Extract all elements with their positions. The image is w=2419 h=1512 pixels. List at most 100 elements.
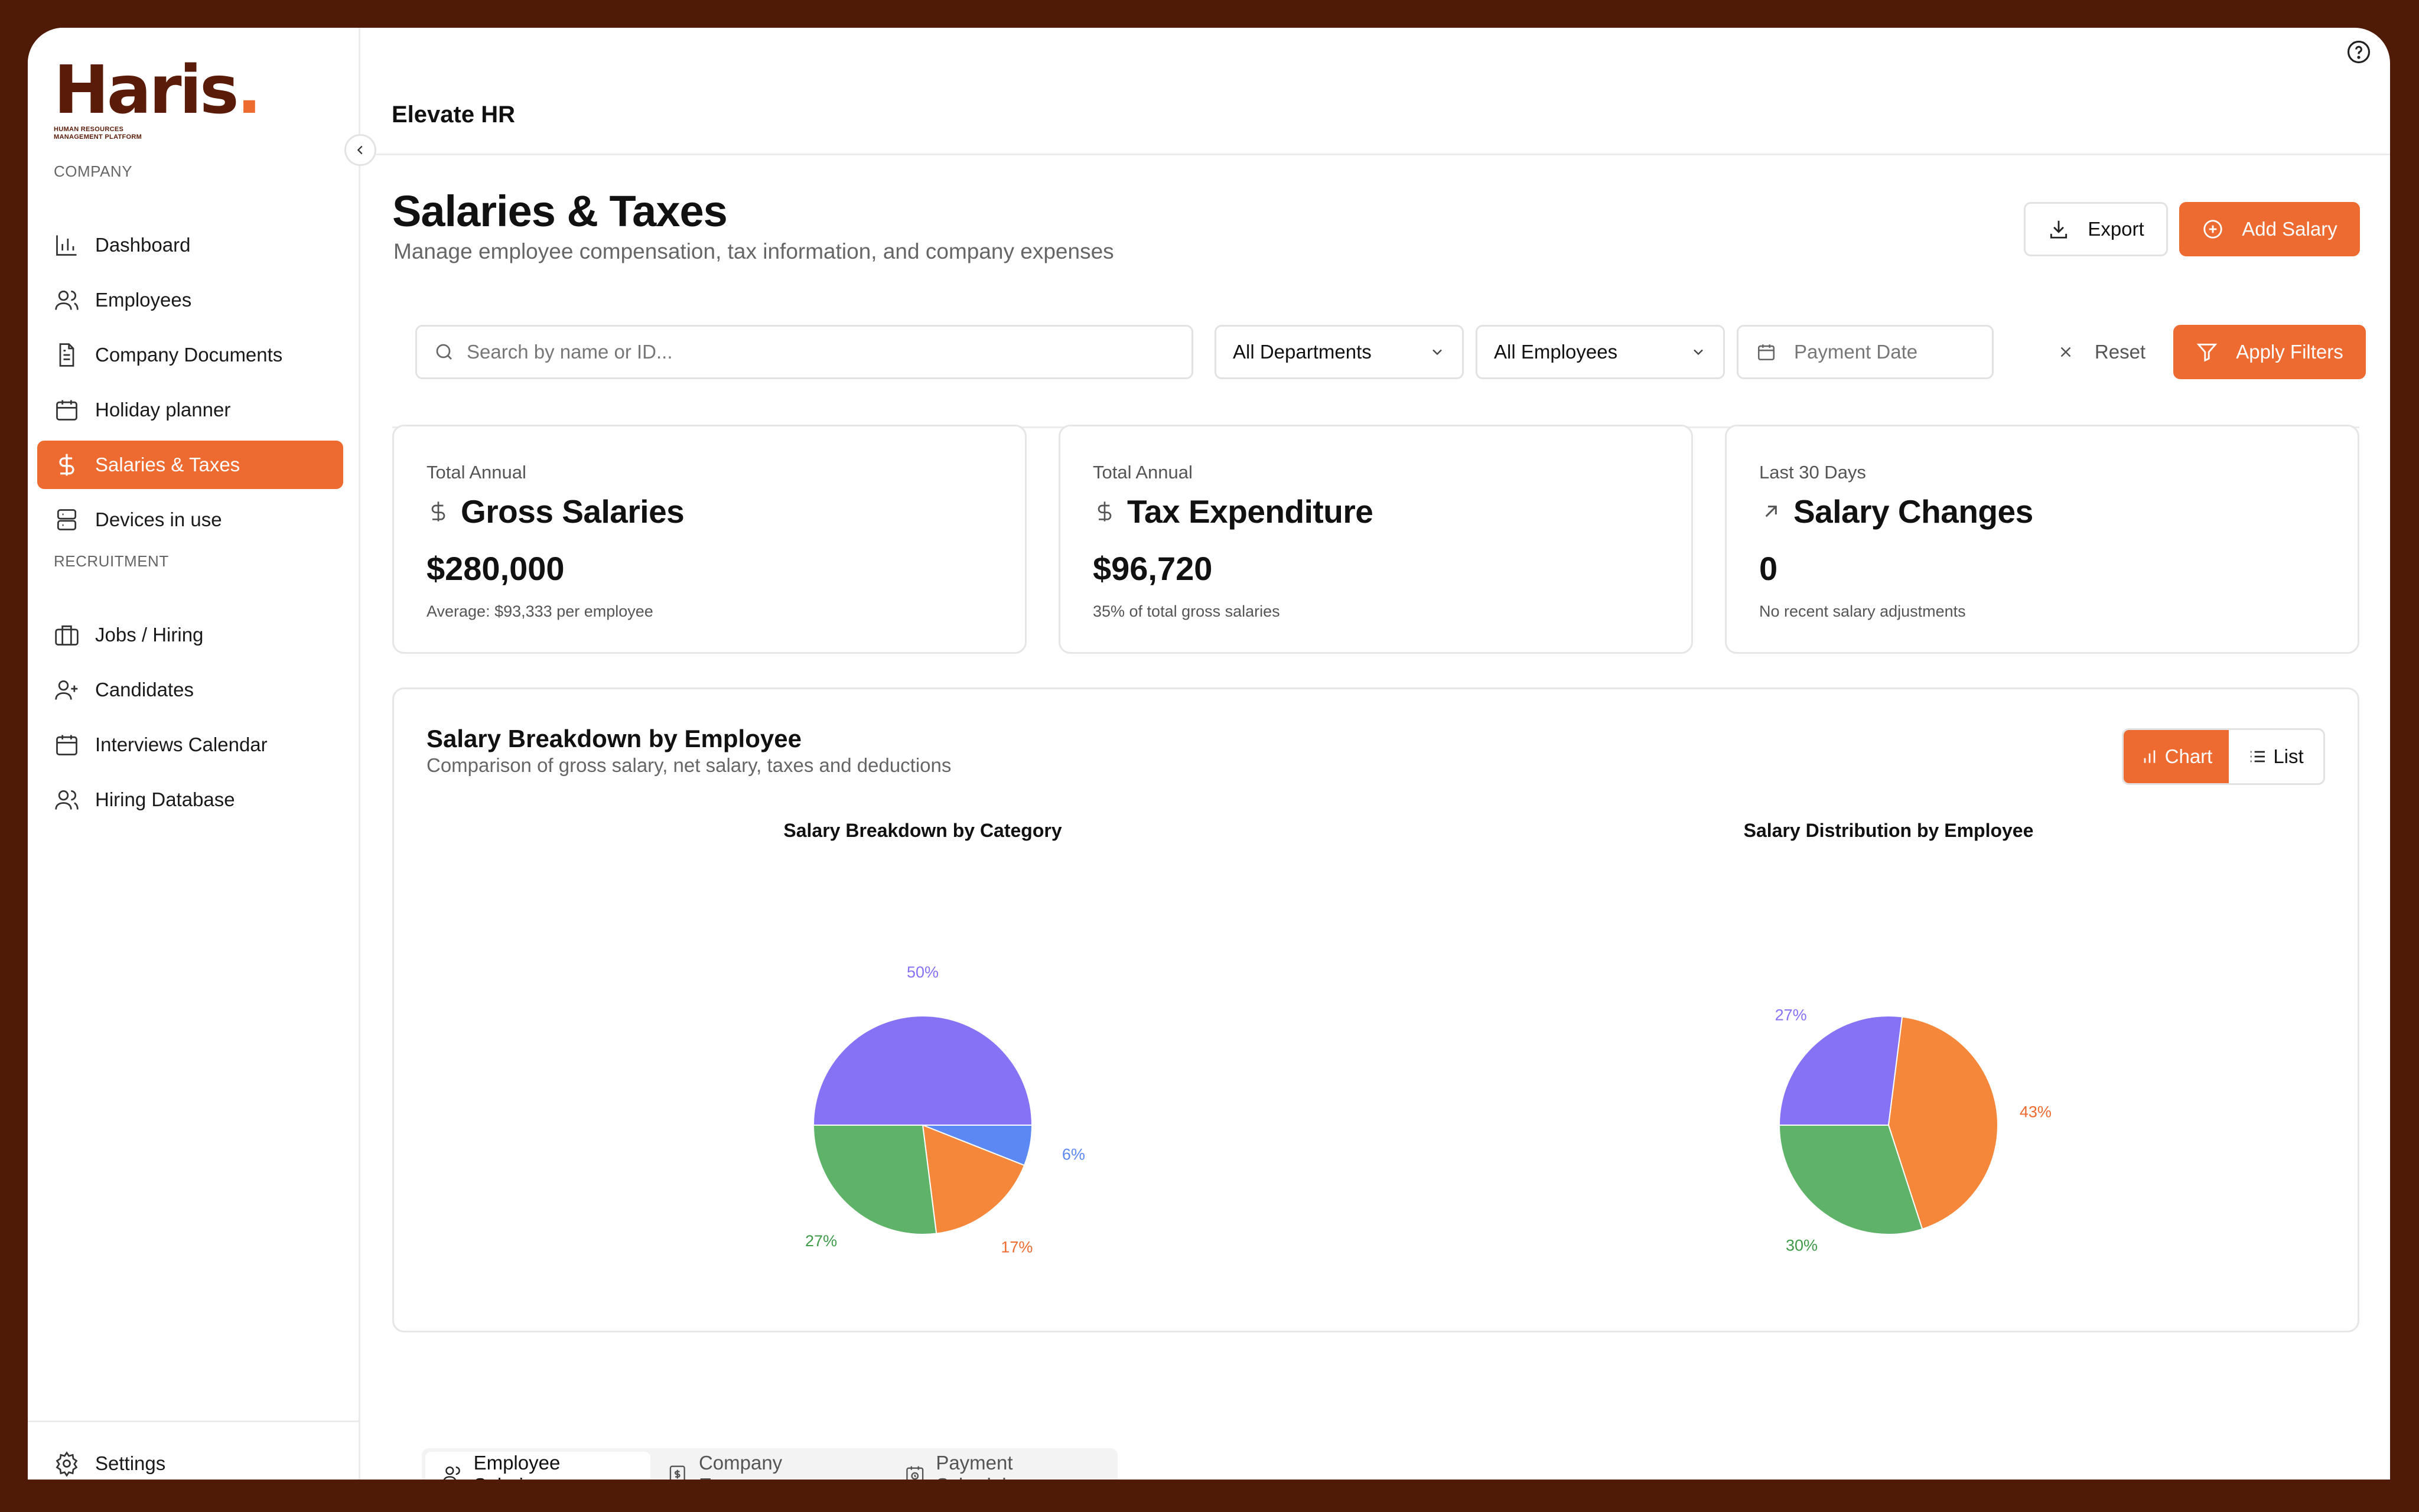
employees-select[interactable]: All Employees xyxy=(1476,325,1725,379)
section-label-company: COMPANY xyxy=(54,162,133,180)
stat-title-text: Gross Salaries xyxy=(461,493,685,530)
view-toggle: Chart List xyxy=(2122,728,2325,785)
pie-chart-title: Salary Distribution by Employee xyxy=(1744,820,2034,841)
user-plus-icon xyxy=(54,677,95,703)
dollar-icon xyxy=(1098,501,1112,522)
briefcase-icon xyxy=(54,622,95,648)
pie-slice-label: 6% xyxy=(1062,1146,1085,1164)
pie-slice[interactable] xyxy=(1887,1016,1998,1230)
stat-card-salary-changes: Last 30 Days Salary Changes 0 No recent … xyxy=(1725,425,2359,654)
sidebar-item-salaries-taxes[interactable]: Salaries & Taxes xyxy=(37,441,343,489)
stat-note: No recent salary adjustments xyxy=(1759,602,1966,620)
tab-employee-salaries[interactable]: Employee Salaries xyxy=(425,1452,651,1480)
users-icon xyxy=(443,1466,460,1480)
collapse-sidebar-button[interactable] xyxy=(344,134,376,166)
stat-title: Salary Changes xyxy=(1759,493,2033,530)
dollar-icon xyxy=(431,501,445,522)
department-select[interactable]: All Departments xyxy=(1215,325,1464,379)
pie-slice-label: 43% xyxy=(2020,1103,2052,1120)
tab-payment-schedule[interactable]: Payment Schedule xyxy=(888,1452,1114,1480)
list-view-label: List xyxy=(2273,745,2304,767)
search-placeholder: Search by name or ID... xyxy=(467,341,673,363)
pie-slice[interactable] xyxy=(922,1124,1025,1234)
employees-value: All Employees xyxy=(1494,341,1618,363)
add-salary-label: Add Salary xyxy=(2242,218,2337,240)
sidebar-item-label: Salaries & Taxes xyxy=(95,454,240,475)
page-title: Salaries & Taxes xyxy=(392,187,728,236)
stat-note: 35% of total gross salaries xyxy=(1093,602,1280,620)
chart-card-subtitle: Comparison of gross salary, net salary, … xyxy=(427,754,952,776)
sidebar-item-holiday-planner[interactable]: Holiday planner xyxy=(37,386,343,434)
bar-chart-icon xyxy=(2144,750,2155,763)
gear-icon xyxy=(54,1451,95,1477)
sidebar-divider xyxy=(28,1420,360,1422)
sidebar-item-company-documents[interactable]: Company Documents xyxy=(37,331,343,379)
reset-button[interactable]: Reset xyxy=(2048,325,2154,379)
close-icon xyxy=(2060,347,2071,357)
search-input[interactable]: Search by name or ID... xyxy=(415,325,1193,379)
dollar-icon xyxy=(54,452,95,478)
pie-charts: Salary Breakdown by Category 50% 6% 17% 27% S… xyxy=(783,820,2052,1256)
pie-slice-label: 17% xyxy=(1001,1238,1033,1256)
sidebar-item-employees[interactable]: Employees xyxy=(37,276,343,324)
reset-label: Reset xyxy=(2094,341,2146,363)
sidebar: Haris. HUMAN RESOURCES MANAGEMENT PLATFO… xyxy=(28,28,360,1480)
stat-title: Gross Salaries xyxy=(427,493,685,530)
search-icon xyxy=(436,344,452,360)
payment-date-input[interactable]: Payment Date xyxy=(1737,325,1994,379)
sidebar-item-devices-in-use[interactable]: Devices in use xyxy=(37,496,343,544)
stat-title-text: Salary Changes xyxy=(1793,493,2033,530)
pie-slice-label: 50% xyxy=(907,963,939,981)
calendar-icon xyxy=(54,732,95,758)
sidebar-item-candidates[interactable]: Candidates xyxy=(37,666,343,714)
arrow-up-right-icon xyxy=(1765,506,1777,517)
sidebar-item-jobs-hiring[interactable]: Jobs / Hiring xyxy=(37,611,343,659)
pie-slice[interactable] xyxy=(1778,1125,1923,1235)
section-label-recruitment: RECRUITMENT xyxy=(54,552,169,570)
page-subtitle: Manage employee compensation, tax inform… xyxy=(393,239,1114,263)
list-view-button[interactable]: List xyxy=(2229,730,2323,783)
logo-dot: . xyxy=(236,52,262,129)
stat-label: Total Annual xyxy=(427,462,526,483)
sidebar-item-label: Holiday planner xyxy=(95,399,231,421)
chart-view-button[interactable]: Chart xyxy=(2124,730,2229,783)
logo-text: Haris xyxy=(54,52,239,129)
logo-tagline: HUMAN RESOURCES MANAGEMENT PLATFORM xyxy=(54,126,142,141)
calendar-clock-icon xyxy=(906,1466,924,1480)
stat-label: Last 30 Days xyxy=(1759,462,1866,483)
stat-note: Average: $93,333 per employee xyxy=(427,602,653,620)
tab-company-expenses[interactable]: Company Expenses xyxy=(650,1452,887,1480)
apply-filters-button[interactable]: Apply Filters xyxy=(2173,325,2366,379)
sidebar-item-label: Interviews Calendar xyxy=(95,734,268,755)
stat-title: Tax Expenditure xyxy=(1093,493,1373,530)
apply-filters-label: Apply Filters xyxy=(2236,341,2343,363)
add-salary-button[interactable]: Add Salary xyxy=(2179,202,2360,256)
tab-label: Company Expenses xyxy=(698,1452,784,1480)
pie-chart-title: Salary Breakdown by Category xyxy=(783,820,1062,841)
pie-slice-label: 27% xyxy=(805,1232,837,1250)
stat-card-tax-expenditure: Total Annual Tax Expenditure $96,720 35%… xyxy=(1059,425,1693,654)
calendar-icon xyxy=(1757,344,1775,361)
sidebar-item-hiring-database[interactable]: Hiring Database xyxy=(37,775,343,824)
department-value: All Departments xyxy=(1233,341,1372,363)
download-icon xyxy=(2050,220,2068,239)
sidebar-item-label: Company Documents xyxy=(95,344,283,366)
sidebar-item-settings[interactable]: Settings xyxy=(37,1439,343,1480)
calendar-icon xyxy=(54,397,95,423)
pie-slice[interactable] xyxy=(812,1015,1033,1126)
pie-slice[interactable] xyxy=(812,1125,937,1235)
stat-card-gross-salaries: Total Annual Gross Salaries $280,000 Ave… xyxy=(392,425,1027,654)
users-icon xyxy=(54,287,95,313)
sidebar-item-label: Dashboard xyxy=(95,234,191,256)
receipt-icon xyxy=(670,1465,686,1480)
org-name: Elevate HR xyxy=(392,102,515,128)
sidebar-item-label: Devices in use xyxy=(95,509,222,530)
pie-slice[interactable] xyxy=(1778,1015,1903,1126)
sidebar-item-interviews-calendar[interactable]: Interviews Calendar xyxy=(37,721,343,769)
logo[interactable]: Haris. HUMAN RESOURCES MANAGEMENT PLATFO… xyxy=(54,57,262,141)
export-button[interactable]: Export xyxy=(2024,202,2168,256)
sidebar-item-dashboard[interactable]: Dashboard xyxy=(37,221,343,269)
sidebar-item-label: Jobs / Hiring xyxy=(95,624,204,646)
stat-title-text: Tax Expenditure xyxy=(1127,493,1373,530)
help-icon[interactable] xyxy=(2346,40,2371,64)
